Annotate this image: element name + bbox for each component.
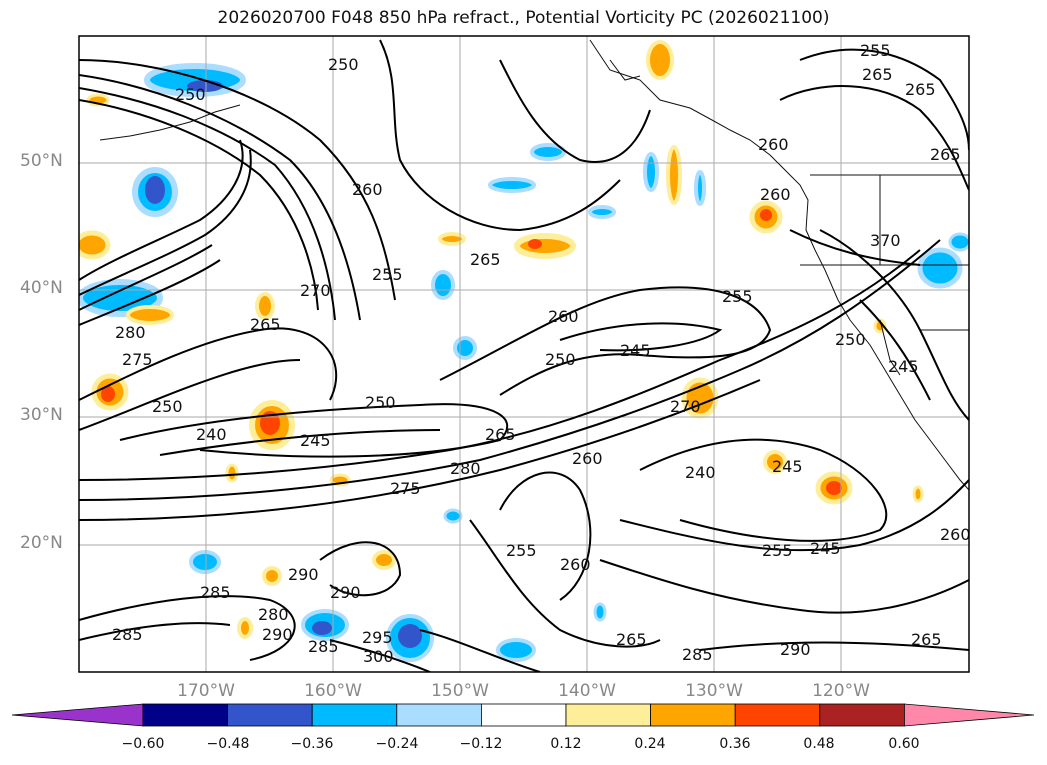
contour-label: 255	[762, 541, 793, 560]
contour-label: 275	[390, 479, 421, 498]
refractivity-contours	[79, 39, 969, 672]
lon-label-140w: 140°W	[558, 681, 616, 701]
contour-label: 275	[122, 350, 153, 369]
contour-label: 370	[870, 231, 901, 250]
lon-label-130w: 130°W	[685, 681, 743, 701]
contour-label: 255	[722, 287, 753, 306]
lon-label-120w: 120°W	[812, 681, 870, 701]
contour-label: 270	[670, 397, 701, 416]
contour-label: 265	[905, 80, 936, 99]
contour-label: 245	[810, 539, 841, 558]
colorbar	[11, 703, 1035, 727]
colorbar-tick-label: 0.48	[803, 736, 835, 752]
contour-label: 265	[616, 630, 647, 649]
coastline	[99, 39, 969, 491]
contour-label: 290	[780, 640, 811, 659]
colorbar-swatch	[480, 703, 567, 727]
contour-label: 265	[250, 315, 281, 334]
contour-label: 280	[258, 605, 289, 624]
colorbar-swatch	[650, 703, 736, 727]
contour-label: 290	[330, 583, 361, 602]
contour-label: 260	[758, 135, 789, 154]
contour-label: 290	[288, 565, 319, 584]
contour-label: 250	[545, 350, 576, 369]
contour-label: 265	[862, 65, 893, 84]
contour-label: 290	[262, 625, 293, 644]
contour-label: 280	[450, 459, 481, 478]
contour-label: 250	[152, 397, 183, 416]
colorbar-swatch	[311, 703, 398, 727]
contour-label: 265	[930, 145, 961, 164]
contour-label: 245	[300, 431, 331, 450]
contour-label: 255	[506, 541, 537, 560]
colorbar-tick-label: 0.12	[550, 736, 582, 752]
chart-title: 2026020700 F048 850 hPa refract., Potent…	[217, 8, 830, 28]
lon-label-160w: 160°W	[304, 681, 362, 701]
contour-label: 255	[372, 265, 403, 284]
colorbar-tick-label: −0.36	[290, 736, 334, 752]
colorbar-swatch	[819, 703, 905, 727]
colorbar-swatch	[142, 703, 228, 727]
contour-label: 265	[911, 630, 942, 649]
contour-label: 265	[470, 250, 501, 269]
contour-label: 285	[308, 637, 339, 656]
contour-label: 260	[940, 525, 971, 544]
contour-label: 285	[682, 645, 713, 664]
colorbar-tick-label: −0.48	[206, 736, 250, 752]
contour-label: 250	[328, 55, 359, 74]
lat-label-30n: 30°N	[20, 405, 63, 425]
lon-label-170w: 170°W	[177, 681, 235, 701]
contour-label: 285	[200, 583, 231, 602]
lat-label-20n: 20°N	[20, 533, 63, 553]
contour-labels: 250 250 260 265 255 260 265 255 245 250 …	[112, 41, 971, 666]
colorbar-extend-min	[11, 703, 144, 727]
contour-label: 250	[365, 393, 396, 412]
contour-label: 260	[572, 449, 603, 468]
colorbar-swatch	[565, 703, 651, 727]
lon-label-150w: 150°W	[431, 681, 489, 701]
colorbar-extend-max	[904, 703, 1035, 727]
contour-label: 285	[112, 625, 143, 644]
contour-label: 300	[363, 647, 394, 666]
lat-label-40n: 40°N	[20, 278, 63, 298]
graticule	[79, 36, 969, 672]
contour-label: 280	[115, 323, 146, 342]
colorbar-tick-label: −0.60	[121, 736, 165, 752]
contour-label: 250	[175, 85, 206, 104]
plot-frame	[78, 35, 970, 673]
colorbar-tick-label: 0.24	[634, 736, 666, 752]
colorbar-tick-label: −0.12	[459, 736, 503, 752]
contour-label: 240	[196, 425, 227, 444]
contour-label: 245	[772, 457, 803, 476]
colorbar-tick-label: −0.24	[375, 736, 419, 752]
contour-label: 260	[560, 555, 591, 574]
contour-label: 255	[860, 41, 891, 60]
contour-label: 250	[835, 330, 866, 349]
contour-label: 245	[620, 341, 651, 360]
colorbar-tick-label: 0.36	[719, 736, 751, 752]
colorbar-swatch	[396, 703, 482, 727]
colorbar-swatch	[734, 703, 821, 727]
contour-label: 265	[485, 425, 516, 444]
lat-label-50n: 50°N	[20, 151, 63, 171]
contour-label: 260	[548, 307, 579, 326]
contour-label: 245	[888, 357, 919, 376]
contour-label: 260	[352, 180, 383, 199]
contour-label: 270	[300, 281, 331, 300]
contour-label: 260	[760, 185, 791, 204]
contour-label: 295	[362, 628, 393, 647]
colorbar-swatch	[227, 703, 313, 727]
contour-label: 240	[685, 463, 716, 482]
colorbar-tick-label: 0.60	[888, 736, 920, 752]
pv-shading	[79, 40, 969, 662]
